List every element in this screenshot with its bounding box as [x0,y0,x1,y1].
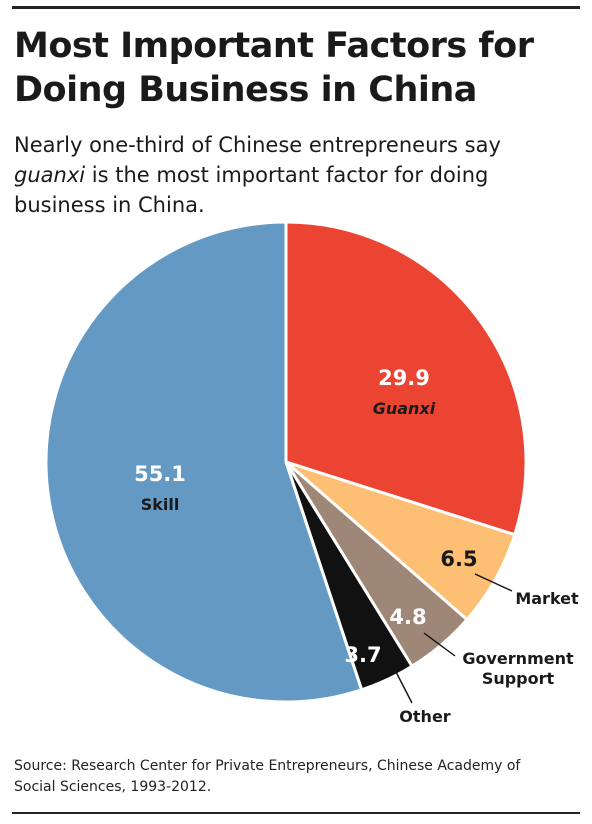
pie-slice-guanxi [284,220,528,537]
data-label-market: 6.5 [440,547,477,571]
category-label-government-support: Government Support [462,649,574,688]
chart-title: Most Important Factors for Doing Busines… [14,24,574,112]
top-rule [12,6,580,9]
subtitle-line-3: business in China. [14,193,205,217]
subtitle-italic-term: guanxi [14,163,86,187]
category-label-line: Government [462,649,574,668]
subtitle-line-2: guanxi is the most important factor for … [14,160,574,190]
subtitle-line-1: Nearly one-third of Chinese entrepreneur… [14,133,501,157]
data-label-other: 3.7 [344,643,381,667]
category-label-other: Other [399,707,450,726]
category-label-line: Skill [141,495,180,514]
leader-line-market [474,573,513,592]
data-label-guanxi: 29.9 [378,366,430,390]
category-label-skill: Skill [141,495,180,514]
leader-line-other [394,669,413,704]
title-line-2: Doing Business in China [14,70,477,110]
source-line-1: Source: Research Center for Private Entr… [14,758,521,774]
source-note: Source: Research Center for Private Entr… [14,756,574,798]
leader-line-government-support [423,632,456,657]
bottom-rule [12,812,580,814]
category-label-line: Support [482,669,555,688]
data-label-government-support: 4.8 [389,605,426,629]
chart-subtitle: Nearly one-third of Chinese entrepreneur… [14,130,574,220]
pie-slice-skill [44,220,364,704]
data-label-skill: 55.1 [134,462,186,486]
category-label-market: Market [515,589,579,608]
category-label-line: Market [515,589,579,608]
category-label-line: Guanxi [373,399,436,418]
subtitle-line-2-rest: is the most important factor for doing [85,163,489,187]
category-label-guanxi: Guanxi [373,399,436,418]
title-line-1: Most Important Factors for [14,26,534,66]
category-label-line: Other [399,707,450,726]
source-line-2: Social Sciences, 1993-2012. [14,779,212,795]
